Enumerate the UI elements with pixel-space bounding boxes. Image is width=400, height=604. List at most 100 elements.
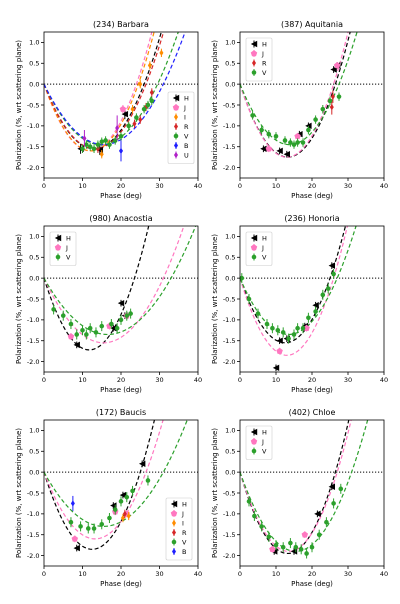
data-point-v bbox=[128, 311, 133, 316]
x-tick-label: 0 bbox=[238, 376, 242, 384]
data-point-v bbox=[124, 313, 130, 318]
legend-marker-h bbox=[250, 40, 258, 48]
data-point-v bbox=[288, 540, 293, 546]
data-point-v bbox=[87, 325, 93, 331]
data-point-v bbox=[109, 321, 114, 327]
legend-marker-j bbox=[250, 50, 258, 57]
data-point-v bbox=[275, 327, 281, 333]
data-point-v bbox=[259, 127, 264, 133]
panel-5: 0 10 20 30 40 -2.0 -1.5 -1.0 -0.5 0.0 0.5 1.0 (172) … bbox=[15, 408, 202, 588]
x-tick-label: 30 bbox=[155, 182, 163, 190]
legend-box bbox=[167, 91, 195, 164]
y-tick-label: 0.5 bbox=[29, 254, 39, 262]
data-point-v bbox=[300, 325, 306, 331]
data-point-h bbox=[110, 325, 117, 332]
y-axis-label: Polarization (%, wrt scattering plane) bbox=[15, 428, 23, 558]
legend-marker-j bbox=[54, 244, 62, 251]
legend-marker-v bbox=[251, 254, 257, 260]
data-point-v bbox=[331, 271, 336, 277]
data-point-v bbox=[118, 499, 124, 504]
x-tick-label: 20 bbox=[117, 570, 125, 578]
data-point-v bbox=[149, 98, 155, 104]
data-point-v bbox=[331, 501, 336, 506]
y-tick-label: -0.5 bbox=[223, 295, 236, 303]
data-point-i bbox=[120, 514, 125, 522]
legend-label: H bbox=[262, 428, 267, 436]
data-point-v bbox=[87, 144, 93, 150]
y-tick-label: -1.0 bbox=[27, 316, 40, 324]
legend-marker-j bbox=[250, 438, 258, 445]
y-tick-label: -1.5 bbox=[27, 337, 40, 345]
y-tick-label: -1.5 bbox=[223, 143, 236, 151]
data-point-j bbox=[269, 545, 276, 553]
y-tick-label: -2.0 bbox=[27, 358, 40, 366]
fit-curve-r bbox=[44, 32, 165, 150]
data-point-r bbox=[132, 120, 137, 127]
x-tick-label: 40 bbox=[380, 376, 388, 384]
panel-title: (234) Barbara bbox=[93, 20, 149, 29]
data-point-v bbox=[68, 321, 74, 327]
data-point-j bbox=[294, 132, 301, 140]
y-tick-label: -2.0 bbox=[223, 552, 236, 560]
data-point-v bbox=[313, 309, 318, 314]
legend-marker-j bbox=[250, 244, 258, 251]
y-tick-label: 1.0 bbox=[29, 39, 39, 47]
data-point-v bbox=[246, 296, 252, 302]
data-point-v bbox=[273, 133, 279, 139]
legend-marker-h bbox=[54, 234, 62, 242]
y-tick-label: -0.5 bbox=[27, 101, 40, 109]
y-tick-label: -1.0 bbox=[223, 122, 236, 130]
data-point-v bbox=[99, 323, 105, 329]
legend-marker-b bbox=[174, 142, 178, 149]
data-point-v bbox=[51, 307, 56, 312]
x-tick-label: 10 bbox=[78, 376, 86, 384]
y-tick-label: 1.0 bbox=[225, 233, 235, 241]
panel-title: (980) Anacostia bbox=[89, 214, 152, 223]
legend-label: R bbox=[182, 529, 187, 537]
data-point-v bbox=[327, 98, 333, 104]
data-point-v bbox=[288, 140, 293, 145]
y-tick-label: 0.0 bbox=[225, 468, 235, 476]
data-point-v bbox=[264, 321, 270, 327]
data-point-h bbox=[138, 460, 146, 467]
legend-label: H bbox=[262, 40, 267, 48]
data-point-i bbox=[99, 151, 104, 158]
y-tick-label: -1.5 bbox=[223, 531, 236, 539]
legend-label: H bbox=[262, 234, 267, 242]
legend-box bbox=[49, 231, 77, 266]
y-tick-label: -1.5 bbox=[223, 337, 236, 345]
legend-label: I bbox=[184, 113, 186, 121]
data-point-j bbox=[119, 105, 127, 112]
data-point-v bbox=[85, 526, 91, 531]
legend-label: B bbox=[182, 548, 186, 556]
y-tick-label: -1.5 bbox=[27, 143, 40, 151]
data-point-v bbox=[273, 542, 279, 548]
legend-box bbox=[245, 37, 273, 82]
x-axis-label: Phase (deg) bbox=[291, 580, 333, 588]
data-point-h bbox=[328, 262, 335, 269]
panel-title: (172) Baucis bbox=[96, 408, 146, 417]
data-point-h bbox=[314, 510, 321, 518]
data-point-v bbox=[60, 313, 66, 318]
data-point-i bbox=[138, 80, 143, 88]
fit-curve-j bbox=[240, 32, 349, 158]
legend-label: B bbox=[184, 142, 188, 150]
data-point-h bbox=[260, 145, 267, 152]
data-point-v bbox=[298, 547, 304, 552]
y-tick-label: 1.0 bbox=[29, 427, 39, 435]
x-tick-label: 30 bbox=[155, 570, 163, 578]
data-point-j bbox=[265, 145, 273, 152]
legend-label: I bbox=[182, 519, 184, 527]
data-point-v bbox=[91, 146, 97, 152]
y-tick-label: -0.5 bbox=[27, 489, 40, 497]
data-point-i bbox=[126, 512, 131, 520]
data-point-v bbox=[99, 521, 105, 527]
legend-label: R bbox=[184, 123, 189, 131]
y-tick-label: 1.0 bbox=[225, 39, 235, 47]
data-point-j bbox=[301, 531, 309, 538]
data-point-v bbox=[309, 544, 315, 550]
data-point-v bbox=[336, 94, 342, 99]
data-point-v bbox=[68, 519, 74, 525]
legend-label: H bbox=[182, 500, 187, 508]
